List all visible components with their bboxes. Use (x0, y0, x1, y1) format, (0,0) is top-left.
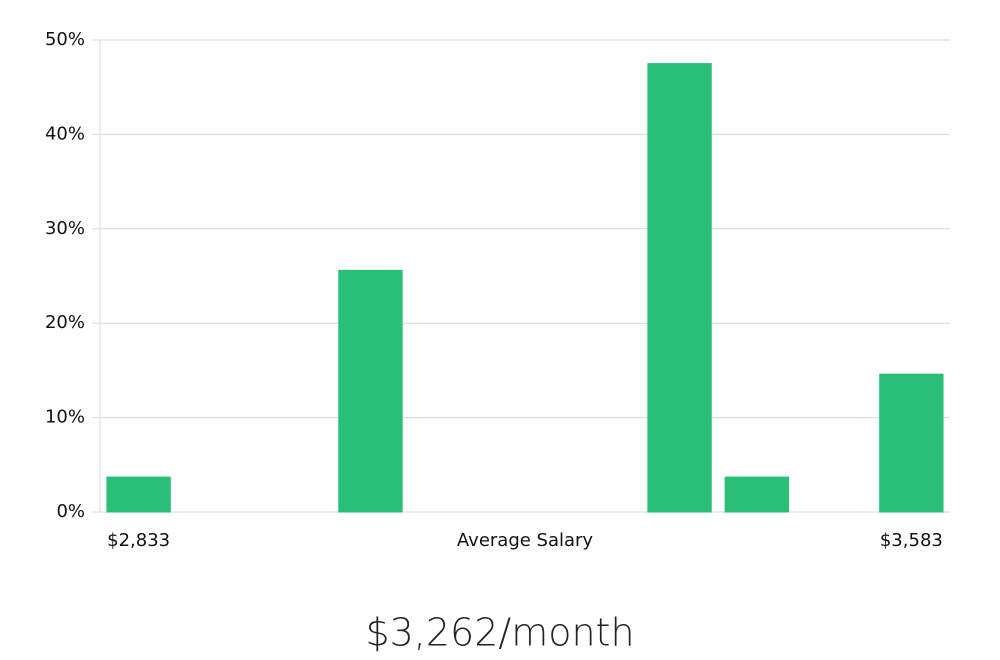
y-tick-label: 30% (45, 218, 85, 239)
x-tick-label: $2,833 (107, 530, 170, 551)
bar (724, 476, 789, 513)
x-axis-label: Average Salary (457, 530, 594, 551)
headline: $3,262/month (365, 611, 634, 655)
bar (647, 63, 712, 513)
y-tick-label: 50% (45, 29, 85, 50)
bar (106, 476, 171, 513)
y-tick-label: 20% (45, 312, 85, 333)
y-tick-label: 10% (45, 407, 85, 428)
bar (338, 269, 403, 513)
y-tick-label: 0% (56, 501, 85, 522)
x-tick-label: $3,583 (880, 530, 943, 551)
y-tick-label: 40% (45, 123, 85, 144)
bar (879, 373, 944, 513)
